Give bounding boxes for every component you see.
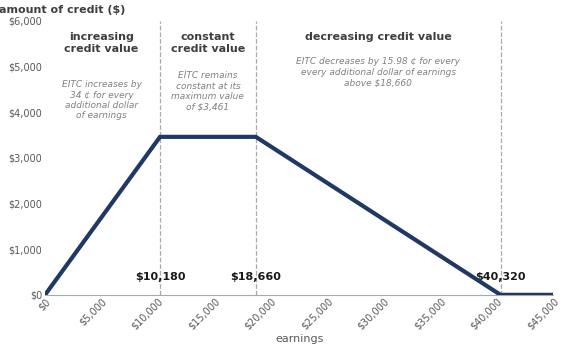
Text: EITC decreases by 15.98 ¢ for every
every additional dollar of earnings
above $1: EITC decreases by 15.98 ¢ for every ever… (296, 57, 460, 87)
Text: decreasing credit value: decreasing credit value (305, 32, 452, 42)
Text: constant
credit value: constant credit value (171, 32, 245, 54)
X-axis label: earnings: earnings (275, 335, 323, 344)
Text: increasing
credit value: increasing credit value (65, 32, 139, 54)
Text: $40,320: $40,320 (475, 272, 526, 282)
Text: $18,660: $18,660 (230, 272, 281, 282)
Text: EITC remains
constant at its
maximum value
of $3,461: EITC remains constant at its maximum val… (171, 71, 245, 111)
Text: $10,180: $10,180 (135, 272, 185, 282)
Text: EITC increases by
34 ¢ for every
additional dollar
of earnings: EITC increases by 34 ¢ for every additio… (62, 80, 142, 120)
Text: amount of credit ($): amount of credit ($) (0, 6, 126, 15)
